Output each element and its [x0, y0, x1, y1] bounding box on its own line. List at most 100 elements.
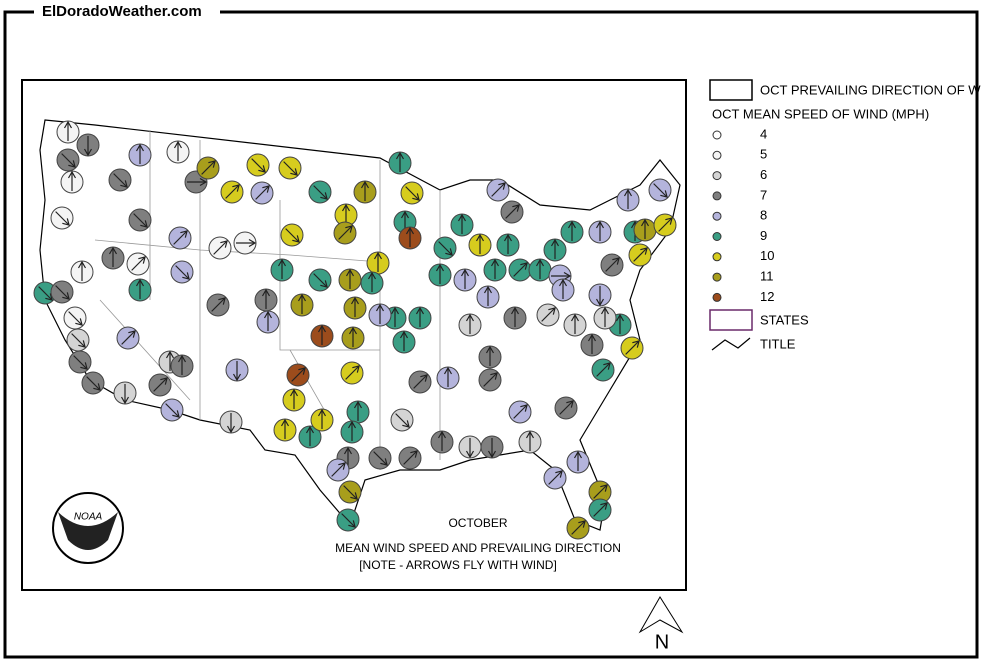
arrow-head — [665, 217, 673, 225]
station — [366, 251, 390, 275]
arrow-shaft — [625, 341, 639, 355]
station — [453, 268, 477, 292]
station — [340, 420, 364, 444]
station — [60, 170, 84, 194]
station — [166, 140, 190, 164]
legend-swatch — [712, 272, 722, 282]
station — [508, 400, 532, 424]
station — [113, 381, 137, 405]
station-arrow — [596, 362, 611, 377]
arrow-shaft — [593, 485, 607, 499]
arrow-head — [348, 520, 356, 528]
arrow-head — [443, 366, 453, 375]
station-arrow — [120, 384, 130, 405]
station-arrow — [277, 258, 287, 279]
station — [616, 188, 640, 212]
station — [101, 246, 125, 270]
station-arrow — [485, 345, 495, 366]
arrow-shaft — [133, 213, 147, 227]
station-arrow — [289, 388, 299, 409]
arrow-head — [503, 233, 513, 242]
arrow-head — [173, 140, 183, 149]
arrow-shaft — [341, 513, 355, 527]
station — [334, 203, 358, 227]
station — [68, 350, 92, 374]
arrow-head — [578, 520, 586, 528]
arrow-head — [338, 462, 346, 470]
station-arrow — [343, 446, 353, 467]
station-arrow — [187, 177, 208, 187]
arrow-shaft — [658, 218, 672, 232]
arrow-shaft — [55, 211, 69, 225]
station-arrow — [341, 513, 356, 528]
arrow-head — [600, 484, 608, 492]
station — [50, 280, 74, 304]
legend-speed: 4 — [760, 126, 767, 141]
station — [458, 435, 482, 459]
station — [480, 435, 504, 459]
arrow-head — [390, 306, 400, 315]
station — [543, 238, 567, 262]
station — [620, 336, 644, 360]
arrow-head — [490, 258, 500, 267]
station — [398, 226, 422, 250]
station-arrow — [548, 470, 563, 485]
station-arrow — [38, 286, 53, 301]
station — [566, 516, 590, 540]
station — [400, 181, 424, 205]
station-arrow — [226, 413, 236, 434]
arrow-shaft — [403, 451, 417, 465]
station — [390, 408, 414, 432]
station-arrow — [297, 293, 307, 314]
station — [554, 396, 578, 420]
arrow-head — [587, 333, 597, 342]
arrow-head — [535, 258, 545, 267]
station-arrow — [121, 330, 136, 345]
station-arrow — [593, 484, 608, 499]
arrow-head — [603, 362, 611, 370]
legend-title: TITLE — [760, 336, 796, 351]
arrow-shaft — [153, 378, 167, 392]
arrow-shaft — [68, 311, 82, 325]
arrow-shaft — [113, 173, 127, 187]
station-arrow — [255, 185, 270, 200]
station — [286, 363, 310, 387]
station — [476, 285, 500, 309]
legend-swatch — [712, 252, 722, 262]
arrow-shaft — [505, 205, 519, 219]
arrow-head — [280, 418, 290, 427]
arrow-head — [177, 354, 187, 363]
station-arrow — [623, 188, 633, 209]
arrow-head — [292, 235, 300, 243]
station-arrow — [317, 408, 327, 429]
arrow-shaft — [131, 257, 145, 271]
compass-label: N — [655, 631, 669, 653]
arrow-shaft — [491, 183, 505, 197]
station-arrow — [360, 180, 370, 201]
station — [428, 263, 452, 287]
arrow-head — [415, 306, 425, 315]
station-arrow — [395, 413, 410, 428]
states-swatch — [709, 309, 753, 331]
arrow-head — [373, 251, 383, 260]
station — [408, 306, 432, 330]
station-arrow — [475, 233, 485, 254]
arrow-head — [457, 213, 467, 222]
station — [290, 293, 314, 317]
arrow-shaft — [285, 228, 299, 242]
arrow-head — [460, 268, 470, 277]
arrow-head — [345, 268, 355, 277]
station-arrow — [175, 265, 190, 280]
arrow-shaft — [313, 185, 327, 199]
station — [310, 324, 334, 348]
station — [76, 133, 100, 157]
station — [388, 151, 412, 175]
station-arrow — [390, 306, 400, 327]
arrow-head — [108, 246, 118, 255]
arrow-head — [595, 220, 605, 229]
arrow-head — [525, 430, 535, 439]
station — [500, 200, 524, 224]
station-arrow — [559, 400, 574, 415]
title-swatch — [711, 337, 751, 351]
station-arrow — [283, 161, 298, 176]
